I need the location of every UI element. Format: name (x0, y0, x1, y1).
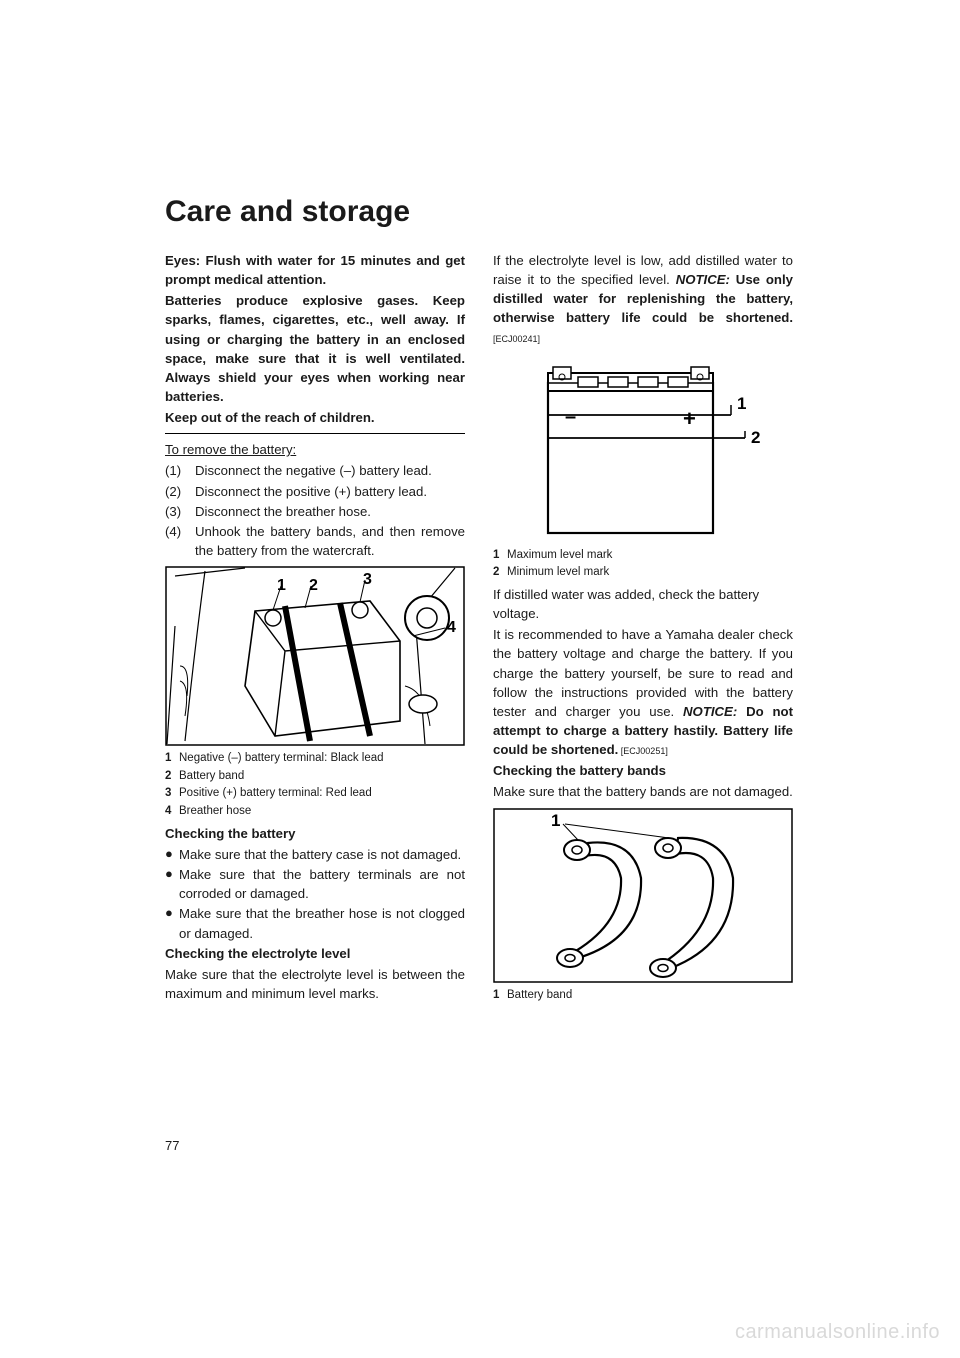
caption-text: Positive (+) battery terminal: Red lead (179, 785, 372, 802)
bullet-icon: ● (165, 904, 179, 942)
caption-item: 2Minimum level mark (493, 564, 793, 581)
notice-label: NOTICE: (676, 272, 730, 287)
body-text: It is recommended to have a Yamaha deale… (493, 625, 793, 759)
callout-label: 1 (551, 811, 560, 830)
step-number: (4) (165, 522, 195, 560)
bullet-item: ●Make sure that the battery case is not … (165, 845, 465, 864)
step-item: (1)Disconnect the negative (–) battery l… (165, 461, 465, 480)
step-text: Disconnect the negative (–) battery lead… (195, 461, 465, 480)
figure-battery-location: 1 2 3 4 (165, 566, 465, 746)
callout-label: 4 (447, 619, 456, 636)
reference-code: [ECJ00251] (618, 746, 668, 756)
separator-rule (165, 433, 465, 434)
step-list: (1)Disconnect the negative (–) battery l… (165, 461, 465, 560)
callout-label: 2 (751, 428, 760, 447)
step-text: Disconnect the breather hose. (195, 502, 465, 521)
caption-text: Battery band (179, 768, 244, 785)
manual-page: Care and storage Eyes: Flush with water … (0, 0, 960, 1358)
bullet-item: ●Make sure that the battery terminals ar… (165, 865, 465, 903)
left-column: Eyes: Flush with water for 15 minutes an… (165, 251, 465, 1007)
caption-item: 1Negative (–) battery terminal: Black le… (165, 750, 465, 767)
caption-text: Battery band (507, 987, 572, 1004)
step-number: (3) (165, 502, 195, 521)
caption-text: Negative (–) battery terminal: Black lea… (179, 750, 384, 767)
bullet-icon: ● (165, 865, 179, 903)
caption-item: 3Positive (+) battery terminal: Red lead (165, 785, 465, 802)
callout-label: 1 (277, 577, 286, 594)
bullet-text: Make sure that the battery terminals are… (179, 865, 465, 903)
procedure-heading: To remove the battery: (165, 440, 465, 459)
body-text: Make sure that the battery bands are not… (493, 782, 793, 801)
figure-battery-levels: – + 1 2 (493, 353, 793, 543)
notice-label: NOTICE: (683, 704, 737, 719)
step-text: Disconnect the positive (+) battery lead… (195, 482, 465, 501)
bullet-text: Make sure that the battery case is not d… (179, 845, 465, 864)
section-heading: Checking the electrolyte level (165, 944, 465, 963)
minus-icon: – (565, 406, 576, 428)
step-item: (2)Disconnect the positive (+) battery l… (165, 482, 465, 501)
figure-caption-list: 1Negative (–) battery terminal: Black le… (165, 750, 465, 820)
bullet-text: Make sure that the breather hose is not … (179, 904, 465, 942)
callout-label: 3 (363, 571, 372, 588)
step-text: Unhook the battery bands, and then re­mo… (195, 522, 465, 560)
body-text: If the electrolyte level is low, add dis… (493, 251, 793, 347)
caption-item: 1Battery band (493, 987, 793, 1004)
callout-label: 2 (309, 577, 318, 594)
bullet-list: ●Make sure that the battery case is not … (165, 845, 465, 943)
figure-caption-list: 1Battery band (493, 987, 793, 1004)
body-text: Make sure that the electrolyte level is … (165, 965, 465, 1003)
step-item: (3)Disconnect the breather hose. (165, 502, 465, 521)
warning-text: Keep out of the reach of children. (165, 408, 465, 427)
caption-item: 2Battery band (165, 768, 465, 785)
step-item: (4)Unhook the battery bands, and then re… (165, 522, 465, 560)
caption-number: 1 (493, 987, 507, 1004)
right-column: If the electrolyte level is low, add dis… (493, 251, 793, 1007)
step-number: (2) (165, 482, 195, 501)
caption-number: 1 (165, 750, 179, 767)
caption-number: 2 (493, 564, 507, 581)
content-columns: Eyes: Flush with water for 15 minutes an… (165, 251, 795, 1007)
body-text: If distilled water was added, check the … (493, 585, 793, 623)
callout-label: 1 (737, 394, 746, 413)
warning-text: Batteries produce explosive gases. Keep … (165, 291, 465, 406)
page-title: Care and storage (165, 195, 795, 229)
caption-number: 3 (165, 785, 179, 802)
page-number: 77 (165, 1138, 179, 1153)
caption-text: Breather hose (179, 803, 251, 820)
caption-text: Minimum level mark (507, 564, 609, 581)
bullet-item: ●Make sure that the breather hose is not… (165, 904, 465, 942)
caption-item: 1Maximum level mark (493, 547, 793, 564)
caption-text: Maximum level mark (507, 547, 612, 564)
caption-number: 2 (165, 768, 179, 785)
step-number: (1) (165, 461, 195, 480)
watermark-text: carmanualsonline.info (735, 1321, 940, 1344)
reference-code: [ECJ00241] (493, 334, 540, 344)
plus-icon: + (683, 406, 696, 431)
bullet-icon: ● (165, 845, 179, 864)
section-heading: Checking the battery (165, 824, 465, 843)
caption-number: 4 (165, 803, 179, 820)
warning-text: Eyes: Flush with water for 15 minutes an… (165, 251, 465, 289)
caption-number: 1 (493, 547, 507, 564)
figure-caption-list: 1Maximum level mark 2Minimum level mark (493, 547, 793, 581)
figure-battery-bands: 1 (493, 808, 793, 983)
section-heading: Checking the battery bands (493, 761, 793, 780)
caption-item: 4Breather hose (165, 803, 465, 820)
